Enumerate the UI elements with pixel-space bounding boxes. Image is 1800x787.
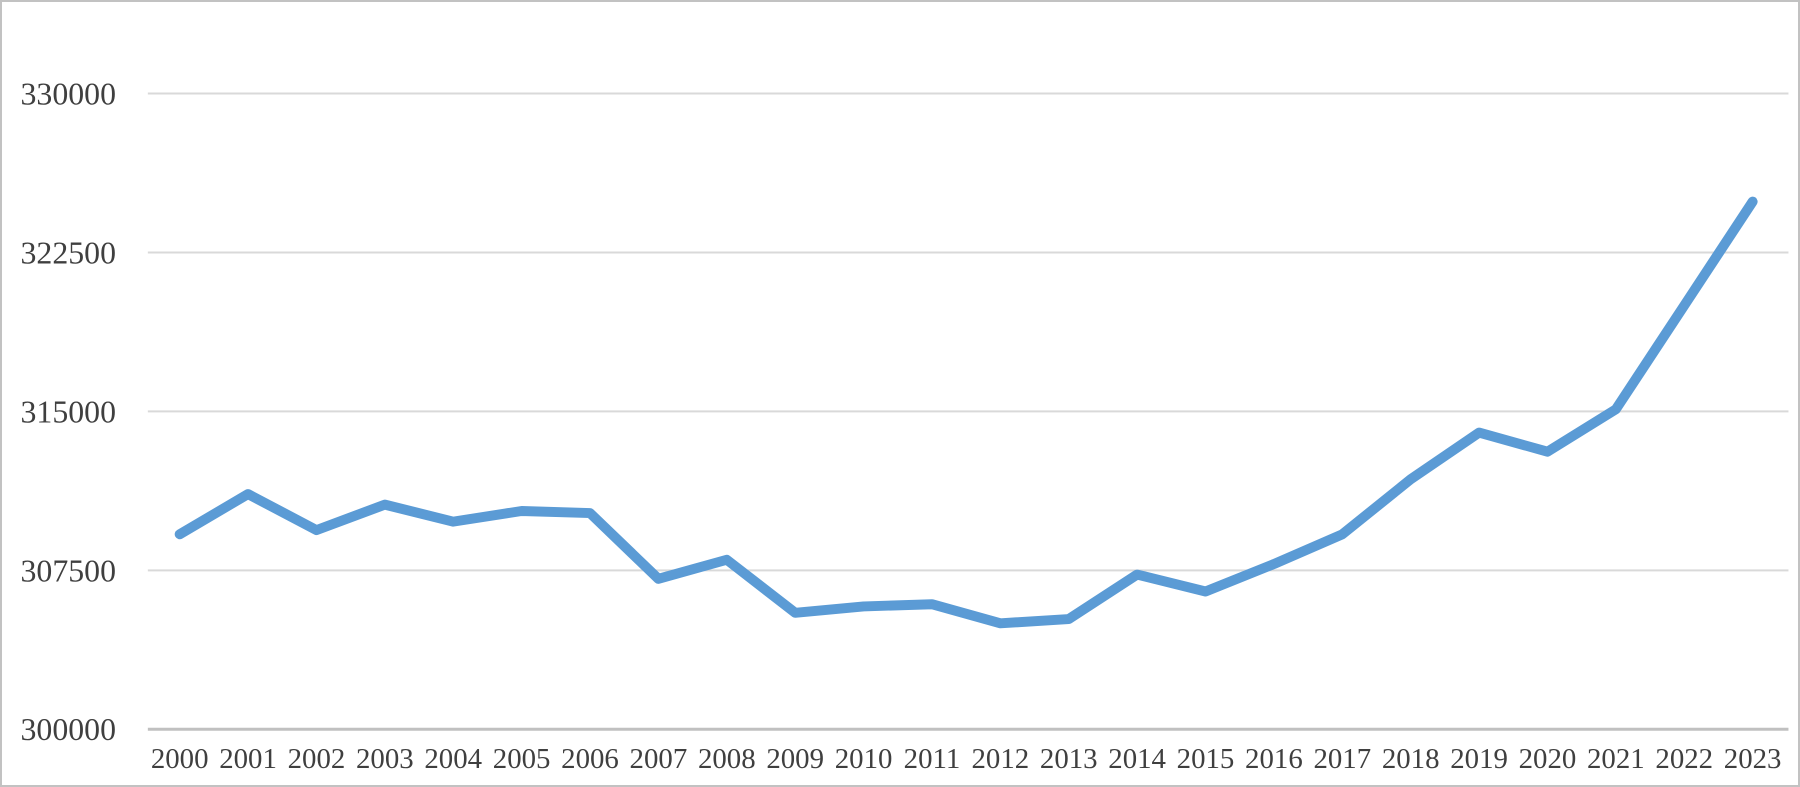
x-tick-label: 2008	[698, 743, 756, 775]
data-line	[174, 196, 1758, 629]
y-tick-label: 300000	[21, 712, 116, 747]
x-tick-label: 2022	[1655, 743, 1713, 775]
x-tick-label: 2016	[1245, 743, 1303, 775]
x-tick-label: 2020	[1519, 743, 1577, 775]
x-tick-label: 2012	[972, 743, 1030, 775]
x-tick-label: 2011	[904, 743, 961, 775]
x-tick-label: 2007	[630, 743, 688, 775]
x-tick-label: 2015	[1177, 743, 1235, 775]
x-tick-label: 2004	[424, 743, 482, 775]
y-tick-label: 315000	[21, 394, 116, 429]
y-tick-label: 322500	[21, 235, 116, 270]
y-tick-label: 307500	[21, 553, 116, 588]
x-tick-label: 2001	[219, 743, 277, 775]
x-tick-label: 2019	[1450, 743, 1508, 775]
x-tick-label: 2021	[1587, 743, 1645, 775]
series-group	[174, 196, 1758, 629]
gridline-group	[147, 92, 1789, 731]
x-tick-label: 2009	[766, 743, 824, 775]
x-tick-label: 2023	[1724, 743, 1782, 775]
x-tick-label: 2010	[835, 743, 893, 775]
x-tick-label: 2005	[493, 743, 551, 775]
x-tick-label: 2002	[288, 743, 346, 775]
x-tick-label: 2006	[561, 743, 619, 775]
x-tick-label: 2017	[1313, 743, 1371, 775]
x-tick-label: 2000	[151, 743, 209, 775]
x-tick-label: 2013	[1040, 743, 1098, 775]
y-axis-labels: 330000 322500 315000 307500 300000	[21, 76, 116, 747]
y-tick-label: 330000	[21, 76, 116, 111]
x-tick-label: 2003	[356, 743, 414, 775]
x-axis-labels: 2000 2001 2002 2003 2004 2005 2006 2007 2008 2009…	[151, 743, 1782, 775]
x-tick-label: 2018	[1382, 743, 1440, 775]
x-tick-label: 2014	[1108, 743, 1166, 775]
